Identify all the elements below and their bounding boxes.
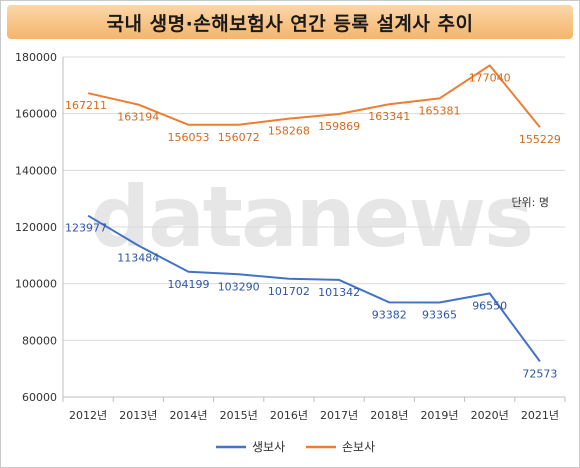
- data-label: 101342: [318, 286, 360, 299]
- data-label: 165381: [419, 104, 461, 117]
- data-label: 103290: [218, 280, 260, 293]
- legend-label: 생보사: [252, 440, 285, 454]
- y-tick-label: 180000: [15, 51, 57, 64]
- y-axis: 60000 80000 100000 120000 140000 160000 180000: [15, 51, 64, 404]
- y-tick-label: 160000: [15, 108, 57, 121]
- data-label: 113484: [117, 251, 159, 264]
- data-label: 101702: [268, 285, 310, 298]
- y-tick-label: 80000: [22, 334, 57, 347]
- series-line-nonlife: [87, 64, 541, 128]
- title-bar: 국내 생명·손해보험사 연간 등록 설계사 추이: [7, 5, 573, 39]
- grid-lines: [63, 56, 565, 398]
- data-label: 177040: [469, 71, 511, 84]
- data-label: 163341: [368, 110, 410, 123]
- y-tick-label: 60000: [22, 391, 57, 404]
- x-tick-label: 2019년: [420, 409, 458, 422]
- legend-label: 손보사: [342, 440, 375, 454]
- x-tick-label: 2016년: [270, 409, 308, 422]
- data-label: 96550: [472, 299, 507, 312]
- watermark-logo: datanews: [90, 168, 532, 266]
- data-label: 156072: [218, 131, 260, 144]
- legend: 생보사 손보사: [216, 440, 375, 454]
- data-label: 155229: [519, 133, 561, 146]
- data-label: 156053: [168, 131, 210, 144]
- data-label: 167211: [65, 99, 107, 112]
- series-line-life: [87, 214, 541, 362]
- data-label: 104199: [168, 278, 210, 291]
- x-tick-label: 2020년: [471, 409, 509, 422]
- data-label: 93365: [422, 308, 457, 321]
- data-labels: 123977 113484 104199 103290 101702 101342 9338…: [65, 71, 561, 380]
- data-label: 72573: [522, 367, 557, 380]
- data-label: 159869: [318, 120, 360, 133]
- data-label: 123977: [65, 222, 107, 235]
- x-tick-label: 2021년: [521, 409, 559, 422]
- x-tick-label: 2017년: [320, 409, 358, 422]
- data-label: 93382: [372, 308, 407, 321]
- data-label: 163194: [117, 111, 159, 124]
- chart-title: 국내 생명·손해보험사 연간 등록 설계사 추이: [106, 12, 474, 35]
- data-label: 158268: [268, 125, 310, 138]
- y-tick-label: 120000: [15, 221, 57, 234]
- x-tick-label: 2012년: [69, 409, 107, 422]
- x-axis: 2012년 2013년 2014년 2015년 2016년 2017년 2018년 2019년…: [62, 396, 566, 422]
- x-tick-label: 2018년: [370, 409, 408, 422]
- x-tick-label: 2013년: [119, 409, 157, 422]
- y-tick-label: 100000: [15, 278, 57, 291]
- x-tick-label: 2015년: [220, 409, 258, 422]
- y-tick-label: 140000: [15, 164, 57, 177]
- series-layer: [87, 64, 541, 362]
- x-tick-label: 2014년: [169, 409, 207, 422]
- unit-note: 단위: 명: [511, 196, 549, 209]
